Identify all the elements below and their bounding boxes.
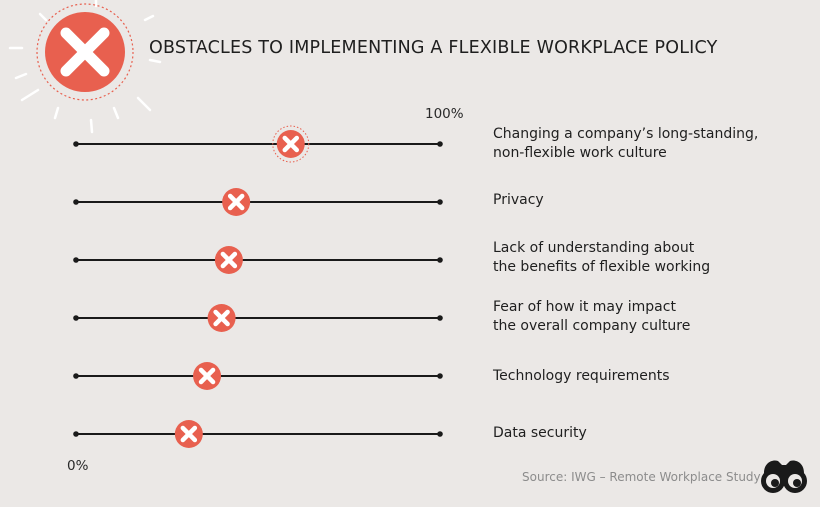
range-end-dot (73, 257, 79, 263)
x-mark (220, 251, 238, 269)
x-mark (213, 309, 230, 327)
category-label: Fear of how it may impact the overall co… (493, 299, 691, 334)
x-mark (282, 135, 300, 153)
range-end-dot (73, 315, 79, 321)
category-label: Lack of understanding about the benefits… (493, 240, 711, 275)
highlight-halo (272, 125, 310, 163)
x-mark (227, 193, 245, 211)
range-end-dot (437, 315, 443, 321)
binoculars-logo-icon (761, 460, 807, 493)
x-mark (180, 425, 198, 443)
category-label: Technology requirements (493, 368, 670, 384)
x-tick-label-max: 100% (425, 106, 464, 122)
x-mark-burst-icon (8, 0, 162, 134)
chart-title: OBSTACLES TO IMPLEMENTING A FLEXIBLE WOR… (149, 38, 718, 58)
range-end-dot (73, 431, 79, 437)
range-end-dot (73, 141, 79, 147)
category-label: Changing a company’s long-standing, non-… (493, 126, 759, 161)
range-end-dot (437, 431, 443, 437)
category-label: Privacy (493, 192, 544, 208)
source-note: Source: IWG – Remote Workplace Study (522, 470, 761, 484)
range-end-dot (437, 373, 443, 379)
range-end-dot (437, 199, 443, 205)
category-label: Data security (493, 425, 587, 441)
range-end-dot (73, 373, 79, 379)
x-tick-label-min: 0% (67, 458, 89, 474)
x-mark (198, 367, 216, 385)
range-end-dot (437, 141, 443, 147)
range-end-dot (73, 199, 79, 205)
range-end-dot (437, 257, 443, 263)
